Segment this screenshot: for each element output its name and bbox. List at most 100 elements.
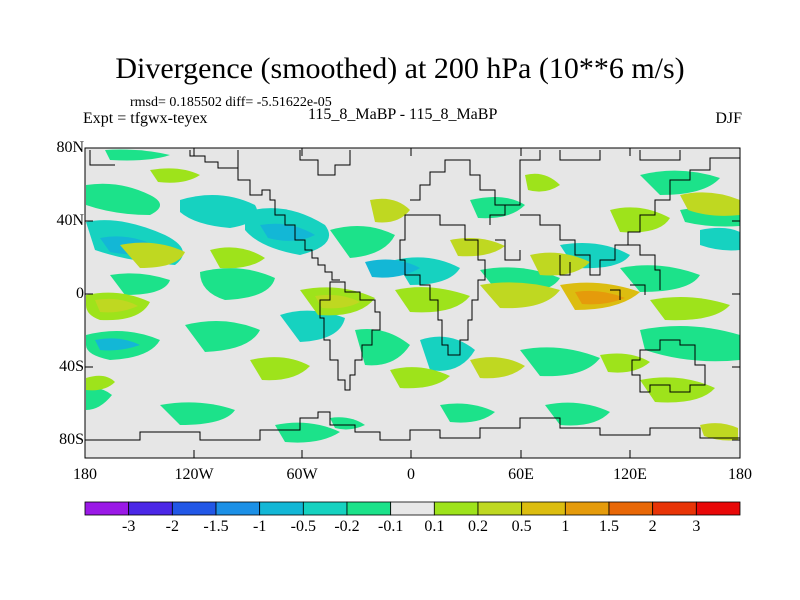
colorbar-label: 3: [692, 518, 701, 535]
conv-patch: [200, 268, 275, 300]
colorbar-swatch: [564, 501, 610, 516]
coastline-europe: [410, 159, 506, 225]
colorbar-swatch: [302, 501, 348, 516]
colorbar-swatch: [521, 501, 566, 516]
colorbar-label: 1.5: [599, 518, 619, 535]
colorbar-swatch: [215, 501, 261, 516]
conv-patch: [105, 149, 170, 161]
stats-label: rmsd= 0.185502 diff= -5.51622e-05: [130, 95, 332, 110]
colorbar-label: 1: [561, 518, 570, 535]
colorbar-label: -1: [252, 518, 267, 535]
div-patch: [120, 242, 185, 268]
conv-patch: [330, 226, 395, 258]
colorbar-swatch: [608, 501, 654, 516]
colorbar-label: -0.5: [290, 518, 316, 535]
colorbar: [84, 501, 741, 516]
lon-label-120e: 120E: [613, 466, 647, 483]
plot-title: Divergence (smoothed) at 200 hPa (10**6 …: [115, 52, 685, 85]
div-patch: [250, 357, 310, 381]
map-ticks: [85, 147, 740, 458]
conv-patch: [95, 338, 140, 351]
lon-label-180w: 180: [73, 466, 97, 483]
colorbar-label: -1.5: [203, 518, 229, 535]
conv-patch: [520, 347, 600, 377]
div-patch: [210, 247, 265, 269]
colorbar-swatch: [346, 501, 392, 516]
conv-patch: [180, 195, 258, 228]
conv-patch: [470, 196, 525, 219]
lat-label-equator: 0: [76, 285, 84, 302]
colorbar-swatch: [128, 501, 173, 516]
div-patch: [650, 296, 730, 321]
lon-label-0: 0: [407, 466, 415, 483]
lon-label-60e: 60E: [508, 466, 534, 483]
conv-patch: [86, 388, 112, 410]
colorbar-swatch: [477, 501, 523, 516]
difference-label: 115_8_MaBP - 115_8_MaBP: [308, 106, 498, 123]
colorbar-swatch: [259, 501, 304, 516]
div-patch: [86, 375, 115, 391]
divergence-field: [86, 149, 740, 443]
coastlines: [86, 150, 740, 441]
coastline-antarctica: [86, 411, 740, 441]
coastline-arctic: [89, 150, 681, 166]
lat-label-80s: 80S: [59, 431, 84, 448]
lon-label-120w: 120W: [174, 466, 214, 483]
conv-patch: [260, 223, 315, 241]
div-patch: [150, 168, 200, 183]
lat-label-40n: 40N: [56, 212, 84, 229]
coastline-south-america: [319, 281, 381, 391]
conv-patch: [545, 402, 610, 426]
colorbar-swatch: [84, 501, 130, 516]
coastline-australia: [631, 339, 706, 393]
lon-label-180e: 180: [728, 466, 752, 483]
conv-patch: [700, 227, 740, 251]
div-patch: [700, 423, 738, 441]
colorbar-label: -0.1: [377, 518, 404, 535]
colorbar-label: 0.5: [511, 518, 532, 535]
conv-patch: [110, 273, 170, 295]
div-patch: [315, 294, 360, 309]
conv-patch: [275, 422, 340, 443]
conv-patch: [365, 259, 420, 278]
coastline-africa: [399, 214, 486, 356]
colorbar-label: -2: [165, 518, 179, 535]
div-patch: [390, 367, 450, 389]
lat-label-40s: 40S: [59, 358, 84, 375]
div-patch: [525, 173, 560, 192]
experiment-label: Expt = tfgwx-teyex: [83, 110, 208, 127]
div-patch: [470, 357, 525, 379]
conv-patch: [640, 170, 720, 195]
conv-patch: [355, 329, 410, 366]
conv-patch: [640, 326, 740, 362]
colorbar-label: -0.2: [334, 518, 360, 535]
div-patch: [480, 282, 560, 309]
colorbar-swatch: [390, 501, 435, 516]
coastline-maritime: [610, 244, 661, 300]
map-frame: [84, 147, 741, 459]
colorbar-swatch: [652, 501, 697, 516]
colorbar-swatch: [695, 501, 741, 516]
colorbar-label: 2: [648, 518, 657, 535]
conv-patch: [280, 310, 345, 342]
colorbar-label: -3: [121, 518, 136, 535]
lon-label-60w: 60W: [286, 466, 318, 483]
conv-patch: [160, 402, 235, 425]
colorbar-swatch: [171, 501, 217, 516]
colorbar-swatch: [433, 501, 479, 516]
div-patch: [575, 290, 625, 305]
conv-patch: [330, 417, 365, 430]
conv-patch: [440, 403, 495, 423]
season-label: DJF: [715, 110, 742, 127]
coastline-north-america: [189, 150, 340, 281]
div-patch: [680, 192, 740, 216]
conv-patch: [86, 183, 160, 215]
coastline-india-sea: [495, 239, 571, 276]
colorbar-label: 0.2: [468, 518, 488, 535]
div-patch: [370, 198, 410, 223]
coastline-greenland: [299, 150, 351, 176]
conv-patch: [185, 321, 260, 352]
div-patch: [640, 377, 715, 403]
coastline-asia: [505, 150, 740, 276]
